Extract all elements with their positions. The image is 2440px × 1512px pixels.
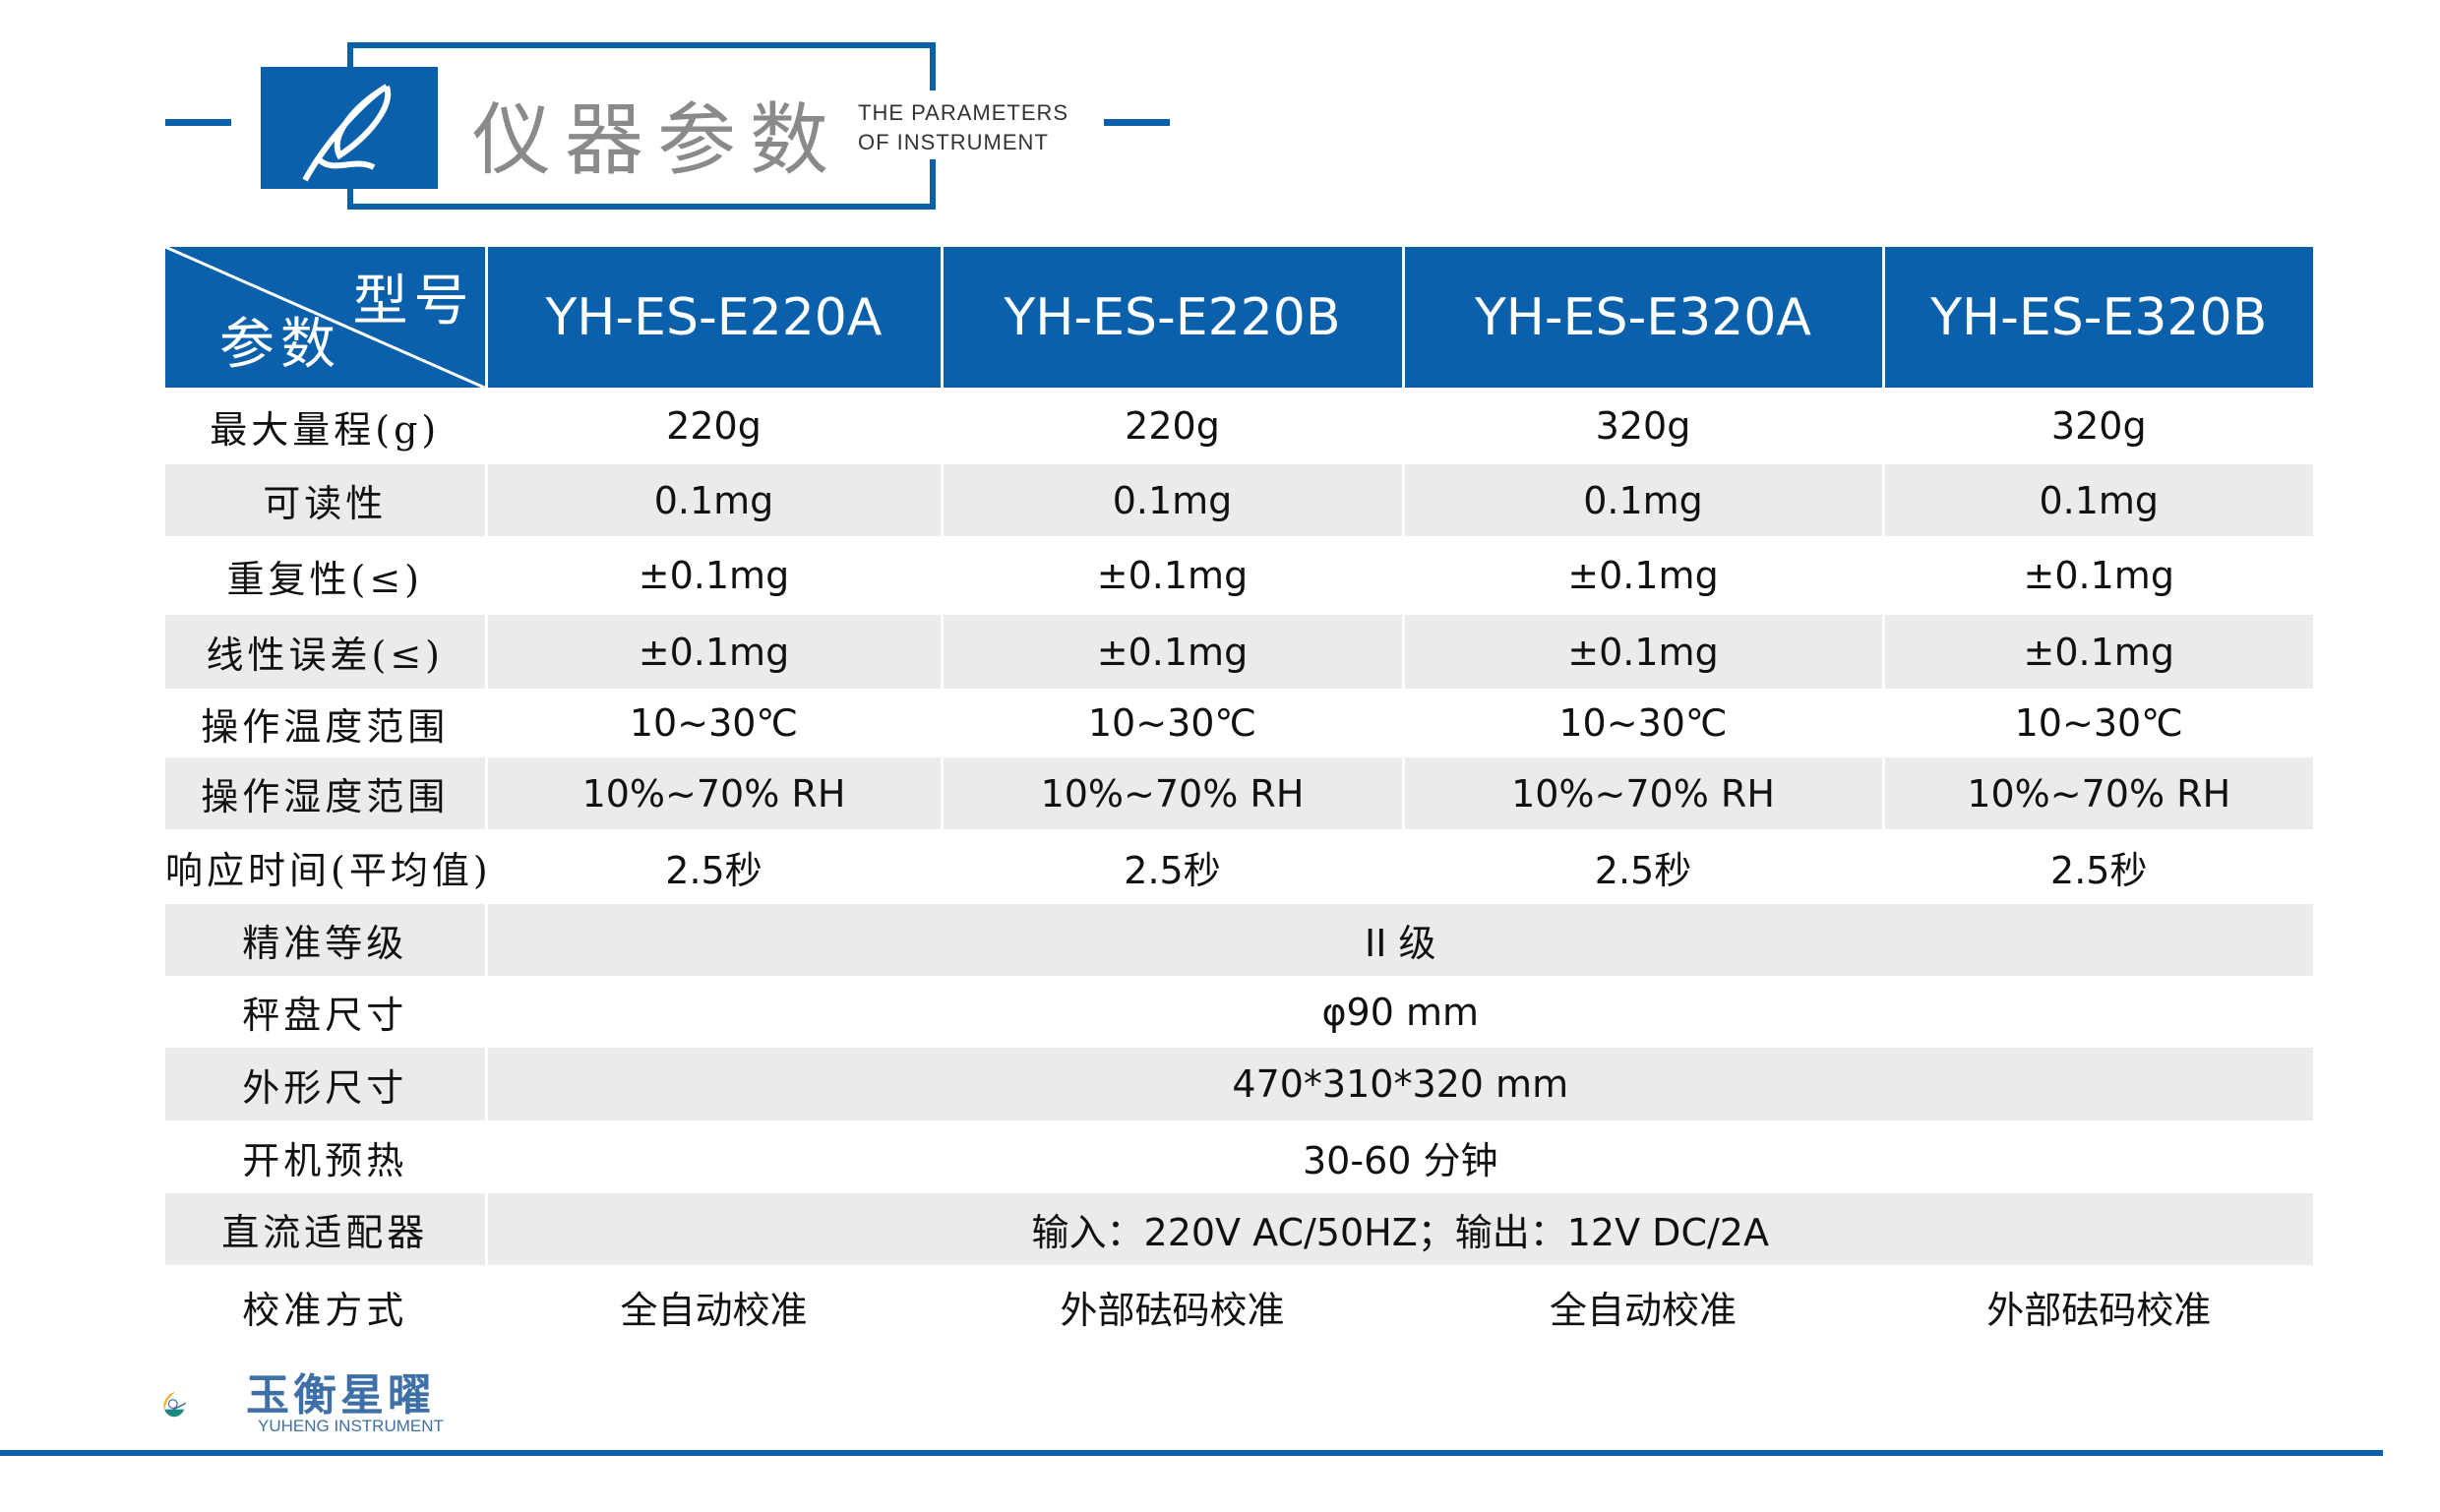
cell-value: 2.5秒 — [1881, 829, 2313, 904]
table-row: 操作温度范围 10~30℃ 10~30℃ 10~30℃ 10~30℃ — [165, 689, 2313, 757]
row-label: 线性误差(≤) — [165, 615, 486, 689]
model-header: YH-ES-E220A — [484, 247, 942, 388]
quill-pen-icon — [261, 67, 438, 189]
cell-value: 0.1mg — [940, 464, 1403, 536]
cell-value: 0.1mg — [1881, 464, 2313, 536]
brand-name-cn: 玉衡星曜 — [246, 1370, 435, 1421]
row-label: 重复性(≤) — [226, 557, 423, 601]
table-row: 开机预热 30-60 分钟 — [165, 1120, 2313, 1193]
row-label: 精准等级 — [165, 904, 486, 976]
cell-value: 10%~70% RH — [484, 757, 942, 829]
corner-param-label: 参数 — [219, 313, 341, 377]
header-row: 型号 参数 YH-ES-E220A YH-ES-E220B YH-ES-E320… — [165, 247, 2313, 388]
row-label: 直流适配器 — [165, 1193, 486, 1265]
cell-value: 0.1mg — [1401, 464, 1883, 536]
cell-value: ±0.1mg — [940, 536, 1403, 615]
footer-rule — [0, 1450, 2383, 1456]
cell-value: 10~30℃ — [484, 689, 942, 757]
cell-value: 10~30℃ — [1401, 689, 1883, 757]
row-label: 最大量程(g) — [210, 407, 441, 452]
brand-logo-icon — [163, 1391, 187, 1418]
corner-cell: 型号 参数 — [165, 247, 486, 388]
table-row: 精准等级 II 级 — [165, 904, 2313, 976]
table-row: 操作湿度范围 10%~70% RH 10%~70% RH 10%~70% RH 10%~… — [165, 757, 2313, 829]
row-label: 开机预热 — [242, 1138, 408, 1182]
table-row: 线性误差(≤) ±0.1mg ±0.1mg ±0.1mg ±0.1mg — [165, 615, 2313, 689]
cell-value: 外部砝码校准 — [940, 1265, 1403, 1348]
cell-value-merged: 输入：220V AC/50HZ；输出：12V DC/2A — [484, 1193, 2313, 1265]
cell-value: 10%~70% RH — [1401, 757, 1883, 829]
cell-value: 10~30℃ — [1881, 689, 2313, 757]
table-row: 最大量程(g) 220g 220g 320g 320g — [165, 388, 2313, 464]
cell-value-merged: 30-60 分钟 — [484, 1120, 2313, 1193]
row-label: 操作温度范围 — [201, 704, 450, 749]
model-header: YH-ES-E220B — [940, 247, 1403, 388]
spec-table: 型号 参数 YH-ES-E220A YH-ES-E220B YH-ES-E320… — [165, 247, 2313, 1348]
cell-value: 10%~70% RH — [940, 757, 1403, 829]
cell-value-merged: II 级 — [484, 904, 2313, 976]
cell-value-merged: 470*310*320 mm — [484, 1048, 2313, 1120]
cell-value: 220g — [484, 388, 942, 464]
cell-value: 320g — [1881, 388, 2313, 464]
table-row: 秤盘尺寸 φ90 mm — [165, 976, 2313, 1048]
table-row: 直流适配器 输入：220V AC/50HZ；输出：12V DC/2A — [165, 1193, 2313, 1265]
table-row: 外形尺寸 470*310*320 mm — [165, 1048, 2313, 1120]
cell-value: 2.5秒 — [940, 829, 1403, 904]
cell-value: ±0.1mg — [484, 536, 942, 615]
row-label: 外形尺寸 — [165, 1048, 486, 1120]
cell-value: 全自动校准 — [1401, 1265, 1883, 1348]
cell-value-merged: φ90 mm — [484, 976, 2313, 1048]
brand-name-en: YUHENG INSTRUMENT — [258, 1417, 444, 1435]
title-right-rule — [1104, 119, 1170, 126]
cell-value: 2.5秒 — [484, 829, 942, 904]
row-label: 可读性 — [165, 464, 486, 536]
model-header: YH-ES-E320B — [1881, 247, 2313, 388]
cell-value: 10~30℃ — [940, 689, 1403, 757]
corner-model-label: 型号 — [352, 270, 475, 333]
row-label: 操作湿度范围 — [165, 757, 486, 829]
page-title: 仪器参数 — [472, 94, 842, 186]
title-left-rule — [165, 119, 231, 126]
table-row: 可读性 0.1mg 0.1mg 0.1mg 0.1mg — [165, 464, 2313, 536]
cell-value: 外部砝码校准 — [1881, 1265, 2313, 1348]
row-label: 响应时间(平均值) — [165, 848, 492, 892]
cell-value: 2.5秒 — [1401, 829, 1883, 904]
model-header: YH-ES-E320A — [1401, 247, 1883, 388]
cell-value: 10%~70% RH — [1881, 757, 2313, 829]
cell-value: ±0.1mg — [484, 615, 942, 689]
page-subtitle: THE PARAMETERS OF INSTRUMENT — [858, 100, 1069, 154]
cell-value: ±0.1mg — [1881, 536, 2313, 615]
cell-value: ±0.1mg — [940, 615, 1403, 689]
cell-value: ±0.1mg — [1401, 536, 1883, 615]
table-row: 响应时间(平均值) 2.5秒 2.5秒 2.5秒 2.5秒 — [165, 829, 2313, 904]
row-label: 秤盘尺寸 — [242, 994, 408, 1037]
cell-value: 320g — [1401, 388, 1883, 464]
cell-value: 全自动校准 — [484, 1265, 942, 1348]
row-label: 校准方式 — [242, 1288, 408, 1332]
table-row: 校准方式 全自动校准 外部砝码校准 全自动校准 外部砝码校准 — [165, 1265, 2313, 1348]
cell-value: ±0.1mg — [1881, 615, 2313, 689]
table-row: 重复性(≤) ±0.1mg ±0.1mg ±0.1mg ±0.1mg — [165, 536, 2313, 615]
frame-gap — [925, 91, 945, 159]
cell-value: 220g — [940, 388, 1403, 464]
cell-value: ±0.1mg — [1401, 615, 1883, 689]
cell-value: 0.1mg — [484, 464, 942, 536]
